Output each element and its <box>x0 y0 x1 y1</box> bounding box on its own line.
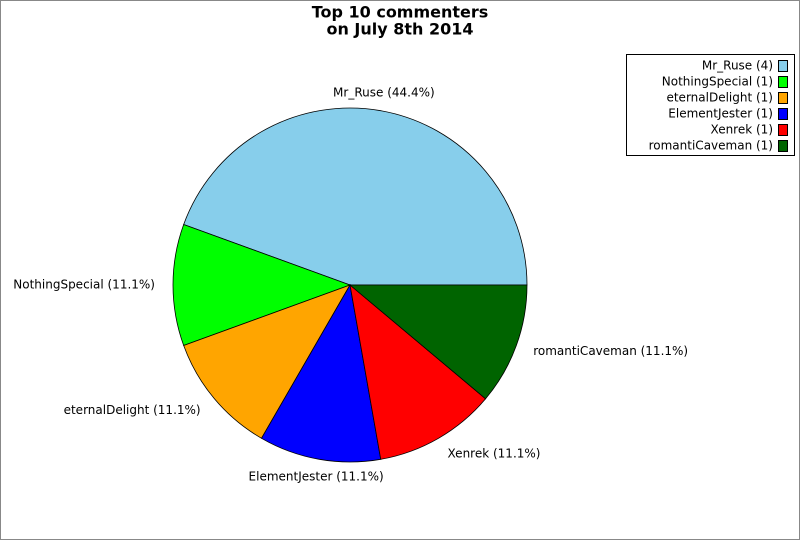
pie-slice <box>183 284 351 439</box>
legend-label: Xenrek (1) <box>711 123 773 137</box>
legend-box <box>626 54 795 156</box>
pie-slice <box>183 107 528 286</box>
chart-title: Top 10 commenters <box>312 3 489 22</box>
pie-slice <box>348 284 528 400</box>
legend-label: NothingSpecial (1) <box>662 75 773 89</box>
chart-subtitle: on July 8th 2014 <box>326 20 473 39</box>
slice-label: NothingSpecial (11.1%) <box>13 278 155 292</box>
legend-label: ElementJester (1) <box>668 107 773 121</box>
legend-swatch <box>778 76 788 88</box>
slice-label: Mr_Ruse (44.4%) <box>333 85 435 99</box>
pie-slice <box>349 283 487 460</box>
pie-slice <box>172 223 352 347</box>
slice-label: eternalDelight (11.1%) <box>64 403 201 417</box>
legend-swatch <box>778 92 788 104</box>
legend-swatch <box>778 108 788 120</box>
legend-label: romantiCaveman (1) <box>649 139 773 153</box>
legend-swatch <box>778 140 788 152</box>
legend-label: Mr_Ruse (4) <box>702 59 773 73</box>
legend-swatch <box>778 60 788 72</box>
slice-label: Xenrek (11.1%) <box>448 446 541 460</box>
legend-swatch <box>778 124 788 136</box>
slice-label: ElementJester (11.1%) <box>249 470 384 484</box>
pie-slice <box>260 283 382 463</box>
legend-label: eternalDelight (1) <box>666 91 773 105</box>
slice-label: romantiCaveman (11.1%) <box>533 344 688 358</box>
